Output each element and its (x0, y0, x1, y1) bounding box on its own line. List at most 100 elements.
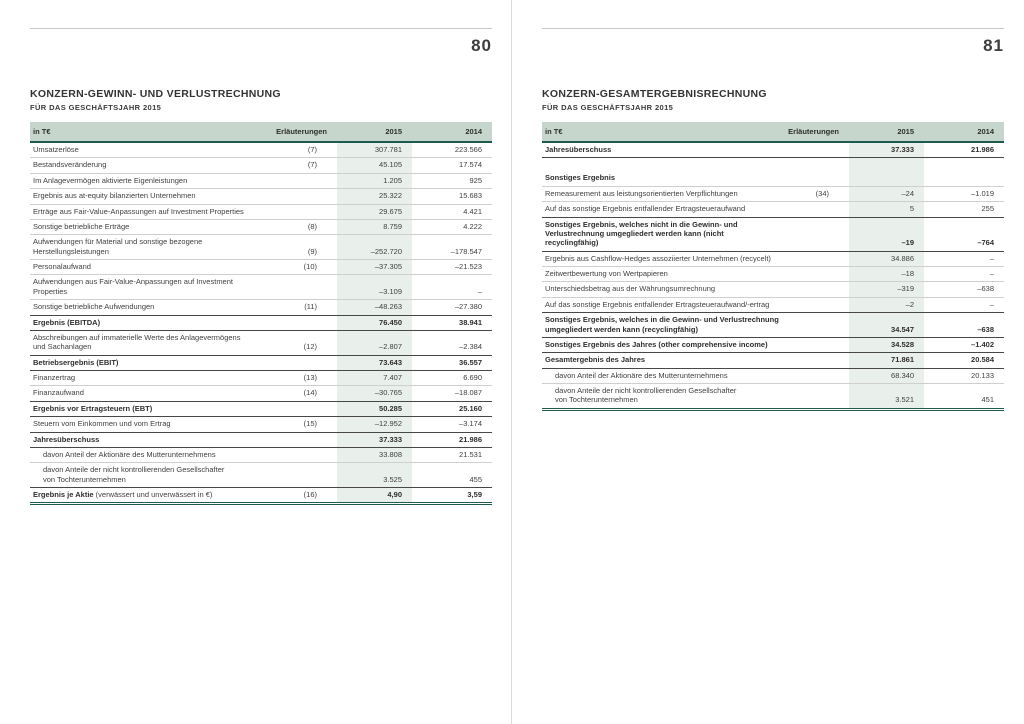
table-row: Finanzertrag (13) 7.407 6.690 (30, 371, 492, 387)
row-value-2015: 37.333 (891, 145, 914, 154)
table-row: Remeasurement aus leistungsorientierten … (542, 186, 1004, 203)
row-erlaeuterung: (10) (303, 262, 317, 271)
row-value-2015: 7.407 (383, 373, 402, 382)
row-value-2015: –2 (905, 299, 914, 309)
row-value-2015: 45.105 (379, 160, 402, 170)
row-erlaeuterung: (16) (303, 490, 317, 499)
row-label: davon Anteil der Aktionäre des Mutterunt… (555, 370, 728, 380)
table-row: davon Anteile der nicht kontrollierenden… (542, 384, 1004, 409)
row-value-2014: 6.690 (463, 373, 482, 382)
column-header-2014: 2014 (465, 127, 482, 136)
row-value-2014: –18.087 (454, 388, 482, 398)
row-label-note: (verwässert und unverwässert in €) (93, 490, 213, 499)
table-body: Umsatzerlöse (7) 307.781 223.566 Bestandsver… (30, 143, 492, 504)
row-value-2014: –638 (977, 284, 994, 294)
row-label: Betriebsergebnis (EBIT) (33, 357, 119, 367)
page-gutter-divider (511, 0, 512, 724)
row-label: Jahresüberschuss (545, 145, 612, 154)
row-value-2015: 3.525 (383, 474, 402, 484)
page-subtitle: FÜR DAS GESCHÄFTSJAHR 2015 (30, 103, 162, 112)
table-row: Zeitwertbewertung von Wertpapieren –18 – (542, 267, 1004, 283)
table-spacer-row (542, 158, 1004, 172)
row-label: Abschreibungen auf immaterielle Werte de… (33, 332, 241, 352)
column-header-2015: 2015 (897, 127, 914, 136)
row-value-2015: –18 (901, 269, 914, 278)
table-end-double-rule (30, 503, 492, 506)
row-value-2014: 25.160 (459, 403, 482, 413)
row-value-2014: 21.531 (459, 449, 482, 459)
row-value-2014: 925 (469, 175, 482, 185)
row-value-2015: 34.886 (891, 253, 914, 263)
row-label: Unterschiedsbetrag aus der Währungsumrec… (545, 284, 716, 294)
row-value-2015: 50.285 (379, 403, 402, 413)
row-label: Jahresüberschuss (33, 434, 100, 444)
column-header-erlaeuterungen: Erläuterungen (276, 127, 327, 136)
row-value-2015: 8.759 (383, 221, 402, 231)
table-row: Aufwendungen aus Fair-Value-Anpassungen … (30, 275, 492, 301)
table-row: davon Anteil der Aktionäre des Mutterunt… (542, 368, 1004, 384)
table-row: Ergebnis vor Ertragsteuern (EBT) 50.285 25… (30, 401, 492, 418)
table-header-row: in T€ Erläuterungen 2015 2014 (30, 122, 492, 143)
row-value-2015: 37.333 (379, 434, 402, 444)
row-erlaeuterung: (7) (307, 160, 317, 170)
row-value-2015: 33.808 (379, 449, 402, 459)
row-value-2014: 20.584 (971, 355, 994, 365)
table-row: Steuern vom Einkommen und vom Ertrag (15)… (30, 417, 492, 433)
row-value-2015: 68.340 (891, 370, 914, 380)
row-value-2014: – (989, 299, 994, 309)
row-value-2014: 455 (469, 474, 482, 484)
table-body: Jahresüberschuss 37.333 21.986 Sonstiges Er… (542, 143, 1004, 409)
table-header-row: in T€ Erläuterungen 2015 2014 (542, 122, 1004, 143)
table-row: Ergebnis aus at-equity bilanzierten Unte… (30, 189, 492, 205)
row-label: Ergebnis aus Cashflow-Hedges assoziierte… (545, 253, 771, 263)
row-label: Erträge aus Fair-Value-Anpassungen auf I… (33, 206, 244, 216)
row-value-2014: 20.133 (971, 370, 994, 380)
table-row: davon Anteile der nicht kontrollierenden… (30, 463, 492, 488)
row-label: Finanzertrag (33, 373, 76, 382)
income-statement-table: in T€ Erläuterungen 2015 2014 Umsatzerlö… (30, 122, 492, 506)
table-row: Betriebsergebnis (EBIT) 73.643 36.557 (30, 355, 492, 371)
row-label: Aufwendungen aus Fair-Value-Anpassungen … (33, 277, 233, 296)
row-value-2014: 3,59 (467, 490, 482, 499)
table-row: Personalaufwand (10) –37.305 –21.523 (30, 260, 492, 276)
row-value-2014: –638 (977, 324, 994, 334)
table-row: Jahresüberschuss 37.333 21.986 (542, 143, 1004, 159)
table-row: Auf das sonstige Ergebnis entfallender E… (542, 297, 1004, 314)
row-label: Ergebnis aus at-equity bilanzierten Unte… (33, 191, 196, 201)
row-value-2015: –48.263 (374, 302, 402, 312)
page-top-rule (30, 28, 492, 29)
row-value-2015: 3.521 (895, 395, 914, 405)
row-label: Aufwendungen für Material und sonstige b… (33, 237, 203, 256)
row-value-2015: 1.205 (383, 175, 402, 185)
page-number: 81 (983, 36, 1004, 55)
table-row: Auf das sonstige Ergebnis entfallender E… (542, 202, 1004, 218)
table-end-double-rule (542, 409, 1004, 411)
row-value-2014: –178.547 (450, 246, 482, 256)
column-header-label: in T€ (545, 127, 563, 136)
column-header-erlaeuterungen: Erläuterungen (788, 127, 839, 136)
page-title: KONZERN-GESAMTERGEBNISRECHNUNG (542, 88, 767, 100)
row-erlaeuterung: (8) (307, 221, 317, 231)
row-value-2014: – (477, 286, 482, 296)
page-top-rule (542, 28, 1004, 29)
row-value-2015: 29.675 (379, 206, 402, 216)
row-label: Bestandsveränderung (33, 160, 107, 170)
row-erlaeuterung: (13) (303, 373, 317, 382)
row-value-2015: –30.765 (374, 388, 402, 398)
row-label: Auf das sonstige Ergebnis entfallender E… (545, 299, 770, 309)
row-value-2014: 21.986 (459, 434, 482, 444)
row-label: Sonstiges Ergebnis (545, 173, 616, 183)
row-value-2014: 255 (981, 204, 994, 214)
row-value-2014: –27.380 (454, 302, 482, 312)
row-value-2015: –319 (897, 284, 914, 294)
column-header-2014: 2014 (977, 127, 994, 136)
row-value-2015: –37.305 (374, 262, 402, 271)
row-value-2014: –1.019 (971, 188, 994, 198)
row-value-2014: 4.222 (463, 221, 482, 231)
table-row: davon Anteil der Aktionäre des Mutterunt… (30, 447, 492, 464)
table-row: Ergebnis (EBITDA) 76.450 38.941 (30, 315, 492, 331)
row-value-2015: –19 (901, 238, 914, 248)
row-label: Ergebnis je Aktie (verwässert und unverw… (33, 490, 213, 499)
row-value-2014: 38.941 (459, 317, 482, 327)
